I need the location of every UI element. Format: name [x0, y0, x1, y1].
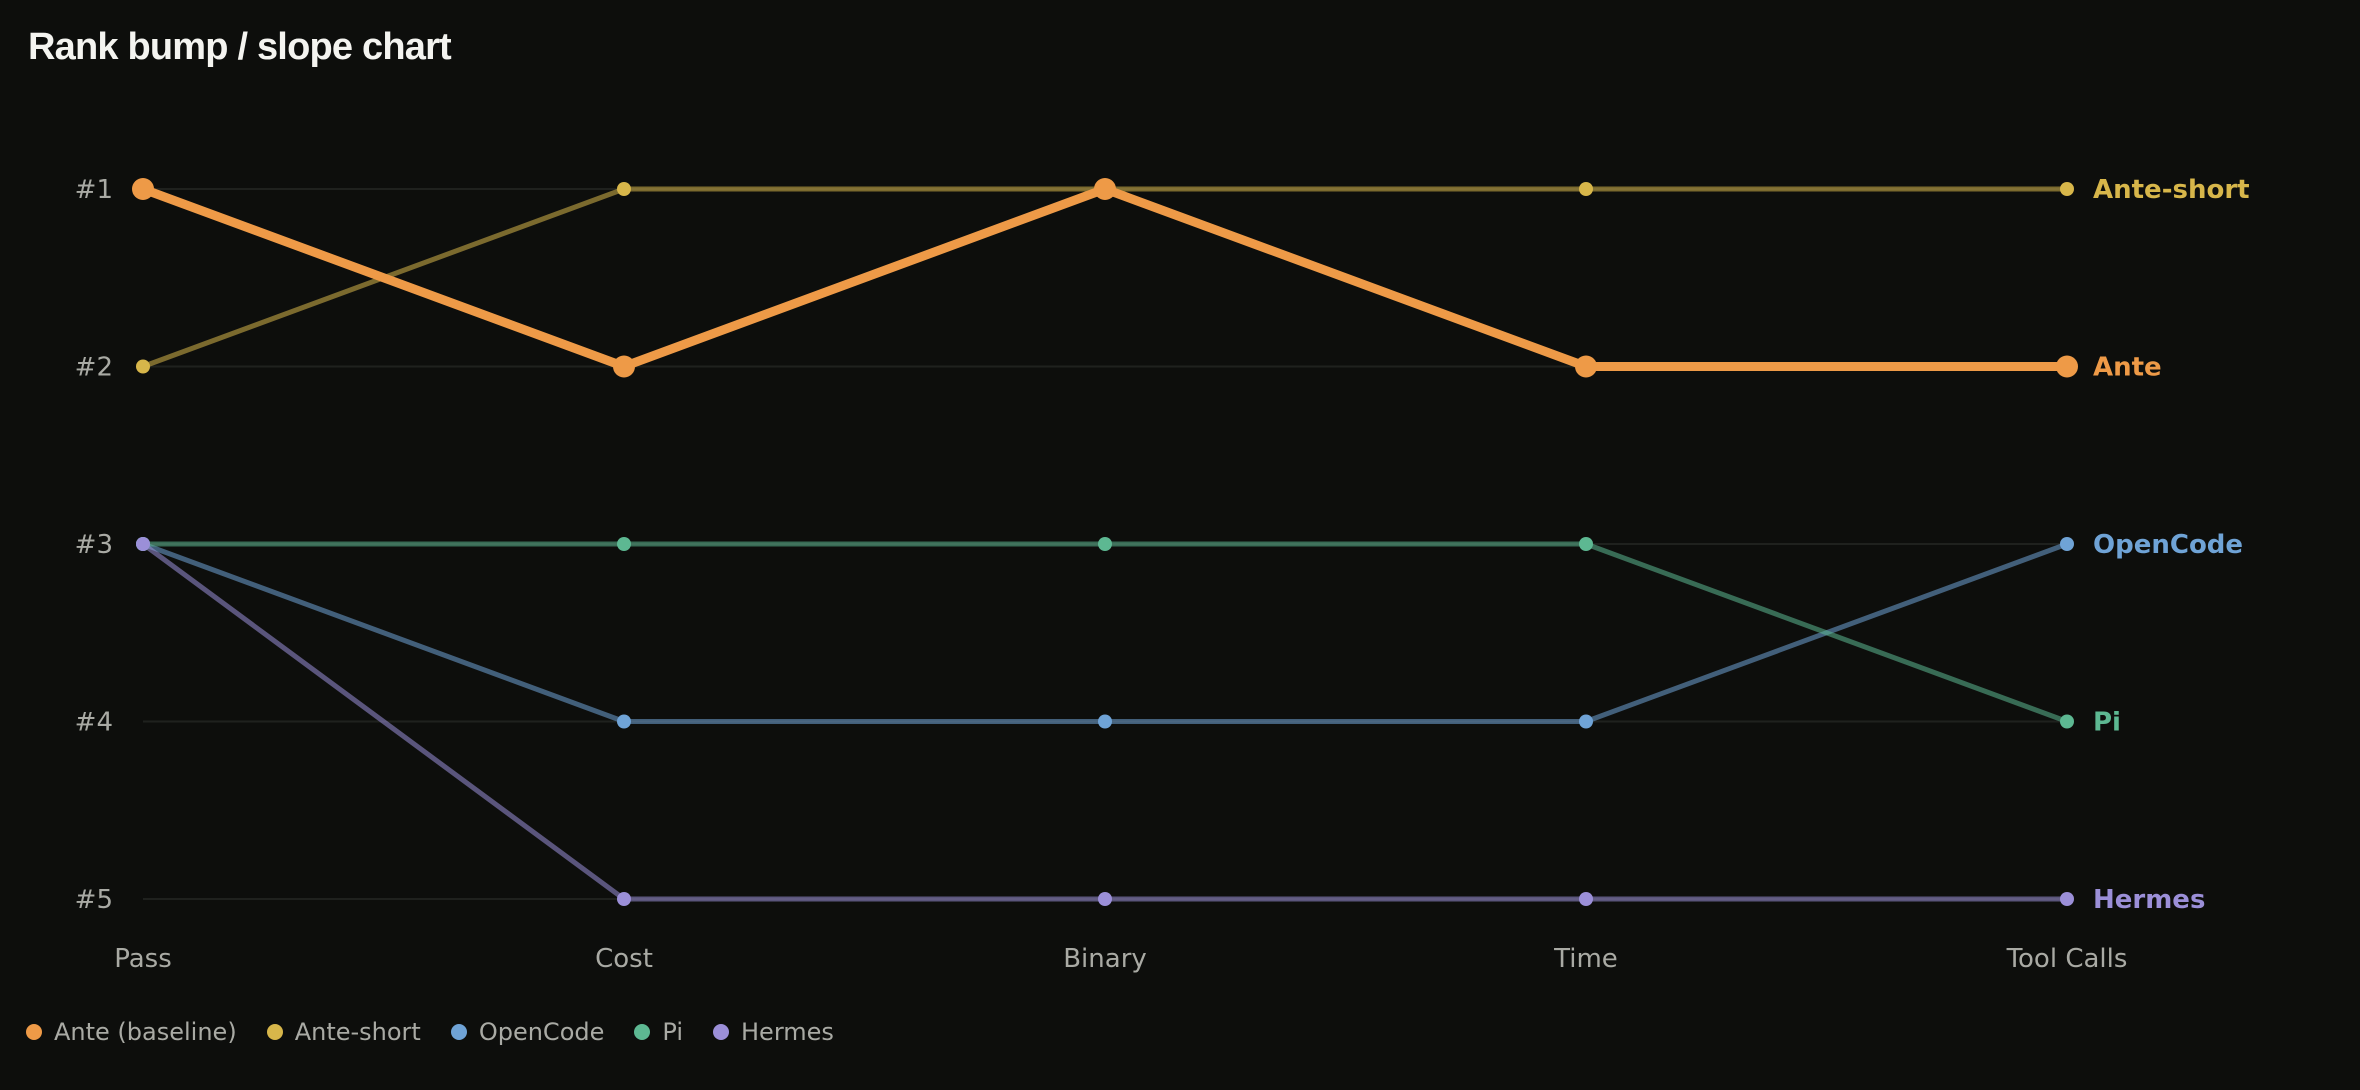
x-tick-label: Tool Calls [2006, 944, 2128, 974]
end-label-opencode: OpenCode [2093, 530, 2243, 560]
legend-label: OpenCode [478, 1018, 605, 1046]
data-point-hermes [617, 892, 631, 906]
data-point-opencode [1098, 714, 1112, 729]
legend-item-opencode: OpenCode [450, 1018, 605, 1046]
end-label-hermes: Hermes [2093, 885, 2205, 915]
end-label-pi: Pi [2093, 708, 2121, 738]
chart-title: Rank bump / slope chart [28, 26, 452, 68]
data-point-ante-short [1579, 182, 1593, 196]
y-axis-ticks: #1 #2 #3 #4 #5 [75, 175, 113, 915]
x-tick-label: Binary [1063, 944, 1147, 974]
legend-label: Hermes [741, 1018, 834, 1046]
series-line-opencode [140, 541, 2070, 724]
data-point-ante-short [136, 359, 150, 374]
data-point-hermes [2060, 892, 2074, 906]
data-point-ante [132, 178, 154, 200]
series-line-ante-short [140, 186, 2070, 369]
legend-item-pi: Pi [634, 1018, 683, 1046]
data-point-hermes [1098, 892, 1112, 906]
data-point-ante-short [617, 182, 631, 196]
data-point-pi [1098, 537, 1112, 551]
data-point-ante-short [2060, 182, 2074, 196]
y-tick-label: #1 [75, 175, 113, 205]
data-point-hermes [1579, 892, 1593, 906]
x-tick-label: Pass [114, 944, 172, 974]
series-points [132, 178, 2078, 906]
legend-label: Pi [662, 1018, 683, 1046]
data-point-pi [2060, 714, 2074, 729]
legend: Ante (baseline) Ante-short OpenCode Pi Herme… [26, 1018, 864, 1046]
data-point-ante [1094, 178, 1116, 200]
data-point-opencode [2060, 537, 2074, 551]
data-point-opencode [617, 714, 631, 729]
legend-swatch [266, 1024, 283, 1040]
series-line-ante [138, 184, 2072, 371]
x-tick-label: Cost [595, 944, 653, 974]
y-tick-label: #2 [75, 353, 113, 383]
bump-chart: #1#2#3#4#5 Pass Cost Binary Time Tool Calls … [75, 175, 2250, 974]
legend-label: Ante-short [294, 1018, 421, 1046]
legend-item-hermes: Hermes [713, 1018, 834, 1046]
end-labels: Ante-short OpenCode Pi Hermes Ante [2093, 175, 2250, 915]
legend-item-ante-short: Ante-short [266, 1018, 421, 1046]
data-point-ante [2056, 355, 2078, 378]
data-point-pi [1579, 537, 1593, 551]
legend-swatch [634, 1024, 651, 1040]
data-point-pi [617, 537, 631, 551]
legend-swatch [450, 1024, 467, 1040]
data-point-hermes [136, 537, 150, 551]
legend-item-ante: Ante (baseline) [26, 1018, 237, 1046]
end-label-ante-short: Ante-short [2093, 175, 2250, 205]
end-label-ante: Ante [2093, 353, 2162, 383]
legend-label: Ante (baseline) [54, 1018, 237, 1046]
data-point-ante [613, 355, 635, 378]
legend-swatch [713, 1024, 729, 1040]
x-axis-ticks: Pass Cost Binary Time Tool Calls [114, 944, 2127, 974]
x-tick-label: Time [1553, 944, 1618, 974]
legend-swatch [26, 1024, 42, 1040]
y-tick-label: #3 [75, 530, 113, 560]
y-tick-label: #5 [75, 885, 113, 915]
y-tick-label: #4 [75, 708, 113, 738]
data-point-ante [1575, 355, 1597, 378]
series-line-pi [140, 541, 2070, 724]
data-point-opencode [1579, 714, 1593, 729]
